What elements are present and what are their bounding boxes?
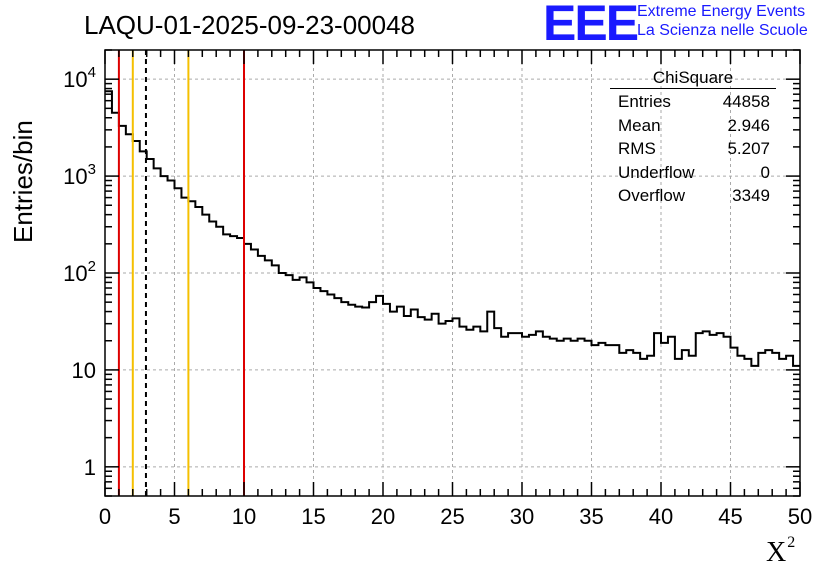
histogram-line <box>105 90 800 367</box>
x-tick-label: 50 <box>788 504 812 529</box>
x-tick-label: 15 <box>301 504 325 529</box>
x-axis-title-base: X <box>766 537 787 568</box>
stats-value: 44858 <box>722 92 770 111</box>
stats-row-overflow: Overflow 3349 <box>610 183 778 207</box>
x-tick-label: 40 <box>649 504 673 529</box>
x-axis-title: X2 <box>766 534 795 569</box>
x-tick-label: 5 <box>168 504 180 529</box>
x-tick-label: 25 <box>440 504 464 529</box>
x-tick-label: 35 <box>579 504 603 529</box>
x-tick-label: 20 <box>371 504 395 529</box>
stats-row-rms: RMS 5.207 <box>610 136 778 160</box>
logo-mark: EEE <box>543 0 639 51</box>
stats-value: 5.207 <box>727 139 770 158</box>
x-tick-label: 0 <box>99 504 111 529</box>
x-tick-label: 30 <box>510 504 534 529</box>
stats-value: 2.946 <box>727 115 770 135</box>
stats-key: Overflow <box>618 186 686 205</box>
eee-logo: EEE Extreme Energy Events La Scienza nel… <box>543 0 836 51</box>
y-tick-label: 104 <box>63 64 96 92</box>
axes: 0 5 10 15 20 25 30 35 40 45 50 1 10 102 103 104 <box>63 49 812 529</box>
stats-box-title: ChiSquare <box>610 68 776 89</box>
stats-row-mean: Mean 2.946 <box>610 113 778 137</box>
stats-key: Entries <box>618 92 671 111</box>
page-title: LAQU-01-2025-09-23-00048 <box>84 10 415 40</box>
logo-line-1: Extreme Energy Events <box>637 3 806 20</box>
histogram-series <box>105 90 800 367</box>
x-tick-label: 45 <box>718 504 742 529</box>
y-axis-title: Entries/bin <box>8 120 38 243</box>
reference-lines <box>117 50 245 496</box>
stats-key: Mean <box>618 115 661 135</box>
stats-box: ChiSquare Entries 44858 Mean 2.946 RMS 5… <box>610 68 778 207</box>
y-tick-label: 1 <box>84 455 96 480</box>
x-tick-label: 10 <box>232 504 256 529</box>
stats-value: 0 <box>760 162 770 182</box>
stats-row-entries: Entries 44858 <box>610 89 778 113</box>
stats-value: 3349 <box>732 186 770 205</box>
y-tick-label: 10 <box>72 358 96 383</box>
logo-line-2: La Scienza nelle Scuole <box>637 22 808 39</box>
stats-key: Underflow <box>618 162 695 182</box>
x-axis-title-exponent: 2 <box>787 534 796 551</box>
stats-row-underflow: Underflow 0 <box>610 160 778 184</box>
y-tick-label: 103 <box>63 161 96 189</box>
stats-key: RMS <box>618 139 656 158</box>
y-tick-label: 102 <box>63 258 96 286</box>
